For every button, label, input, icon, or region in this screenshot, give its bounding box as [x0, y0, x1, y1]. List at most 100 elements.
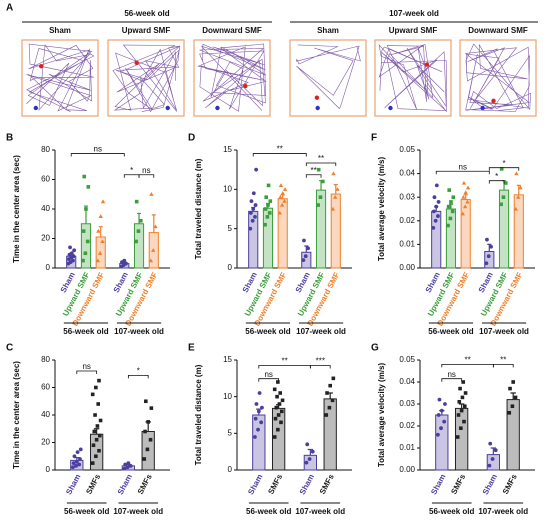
data-point [122, 466, 127, 471]
data-point [461, 380, 466, 384]
trajectory [378, 44, 447, 113]
significance-label: *** [316, 357, 325, 366]
panel-letter: C [6, 343, 13, 354]
data-point [448, 216, 453, 221]
end-dot [314, 95, 320, 100]
data-point [279, 409, 284, 414]
data-point [134, 239, 138, 244]
data-point [325, 391, 329, 395]
data-point [276, 380, 280, 384]
group-label: 56-week old [245, 327, 290, 336]
error-bar [304, 245, 309, 253]
bar [486, 454, 501, 471]
panel-letter: D [188, 133, 195, 144]
arena-title: Upward SMF [122, 26, 171, 35]
data-point [443, 402, 447, 406]
data-point [264, 195, 269, 199]
data-point [83, 251, 88, 256]
data-point [252, 435, 257, 439]
significance-bracket [305, 174, 322, 178]
data-point [136, 229, 141, 233]
data-point [279, 420, 283, 425]
trajectory [464, 43, 531, 112]
y-tick-label: 0.04 [399, 377, 415, 386]
significance-bracket [441, 364, 494, 368]
y-tick-label: 0.03 [399, 192, 415, 201]
end-dot [424, 62, 430, 67]
data-point [134, 199, 139, 204]
data-point [153, 224, 158, 229]
data-point [82, 174, 87, 179]
group-label: 56-week old [63, 327, 108, 336]
significance-label: * [502, 159, 505, 168]
y-tick-label: 0.03 [399, 399, 415, 408]
category-label: SMFs [84, 472, 102, 496]
data-point [278, 183, 284, 187]
significance-bracket [138, 174, 155, 178]
group-title: 107-week old [389, 9, 439, 18]
category-label: SMFs [449, 472, 467, 496]
data-point [144, 399, 148, 404]
category-label: SMFs [136, 472, 154, 496]
data-point [148, 437, 153, 442]
panel-letter: G [371, 343, 379, 354]
data-point [94, 385, 98, 390]
significance-bracket [435, 170, 490, 175]
data-point [487, 463, 492, 468]
trajectory [296, 44, 361, 109]
bar [513, 194, 524, 269]
y-axis-label: Total average velocity (m/s) [377, 157, 386, 262]
data-point [94, 437, 99, 442]
data-point [276, 413, 281, 417]
significance-bracket [488, 180, 505, 184]
data-point [449, 200, 453, 204]
error-bar [448, 203, 453, 209]
data-point [72, 248, 77, 253]
group-label: 107-week old [114, 327, 164, 336]
panel-letter: A [6, 3, 13, 14]
data-point [499, 202, 503, 207]
data-point [335, 187, 340, 191]
panel-letter: F [371, 133, 377, 144]
y-tick-label: 0.00 [399, 263, 415, 272]
y-tick-label: 60 [41, 383, 50, 392]
data-point [100, 239, 105, 244]
significance-label: * [495, 172, 498, 181]
data-point [268, 199, 273, 203]
data-point [434, 183, 439, 188]
category-label: Sham [116, 473, 134, 496]
y-tick-label: 5 [228, 428, 233, 437]
y-tick-label: 0.02 [399, 421, 415, 430]
data-point [515, 195, 521, 199]
data-point [149, 406, 154, 410]
significance-bracket [252, 153, 307, 157]
data-point [331, 376, 336, 381]
data-point [68, 245, 72, 250]
y-tick-label: 0 [46, 465, 51, 474]
arena-title: Downward SMF [468, 26, 528, 35]
data-point [310, 449, 315, 454]
significance-label: ns [82, 362, 90, 371]
group-label: 107-week old [478, 507, 528, 516]
end-dot [491, 98, 496, 104]
data-point [256, 427, 260, 432]
data-point [138, 219, 143, 223]
error-bar [510, 392, 516, 400]
y-axis-label: Time in the center area (sec) [12, 155, 21, 263]
data-point [97, 378, 101, 383]
data-point [462, 419, 466, 424]
data-point [501, 195, 506, 199]
data-point [303, 254, 308, 259]
data-point [330, 206, 336, 211]
y-axis-label: Total average velocity (m/s) [377, 363, 386, 468]
significance-label: ** [500, 356, 506, 365]
data-point [465, 185, 471, 190]
data-point [488, 441, 493, 446]
data-point [460, 395, 465, 400]
bar [315, 189, 327, 269]
data-point [324, 413, 329, 417]
data-point [442, 419, 447, 424]
significance-bracket [123, 174, 140, 178]
category-label: Sham [64, 473, 82, 496]
